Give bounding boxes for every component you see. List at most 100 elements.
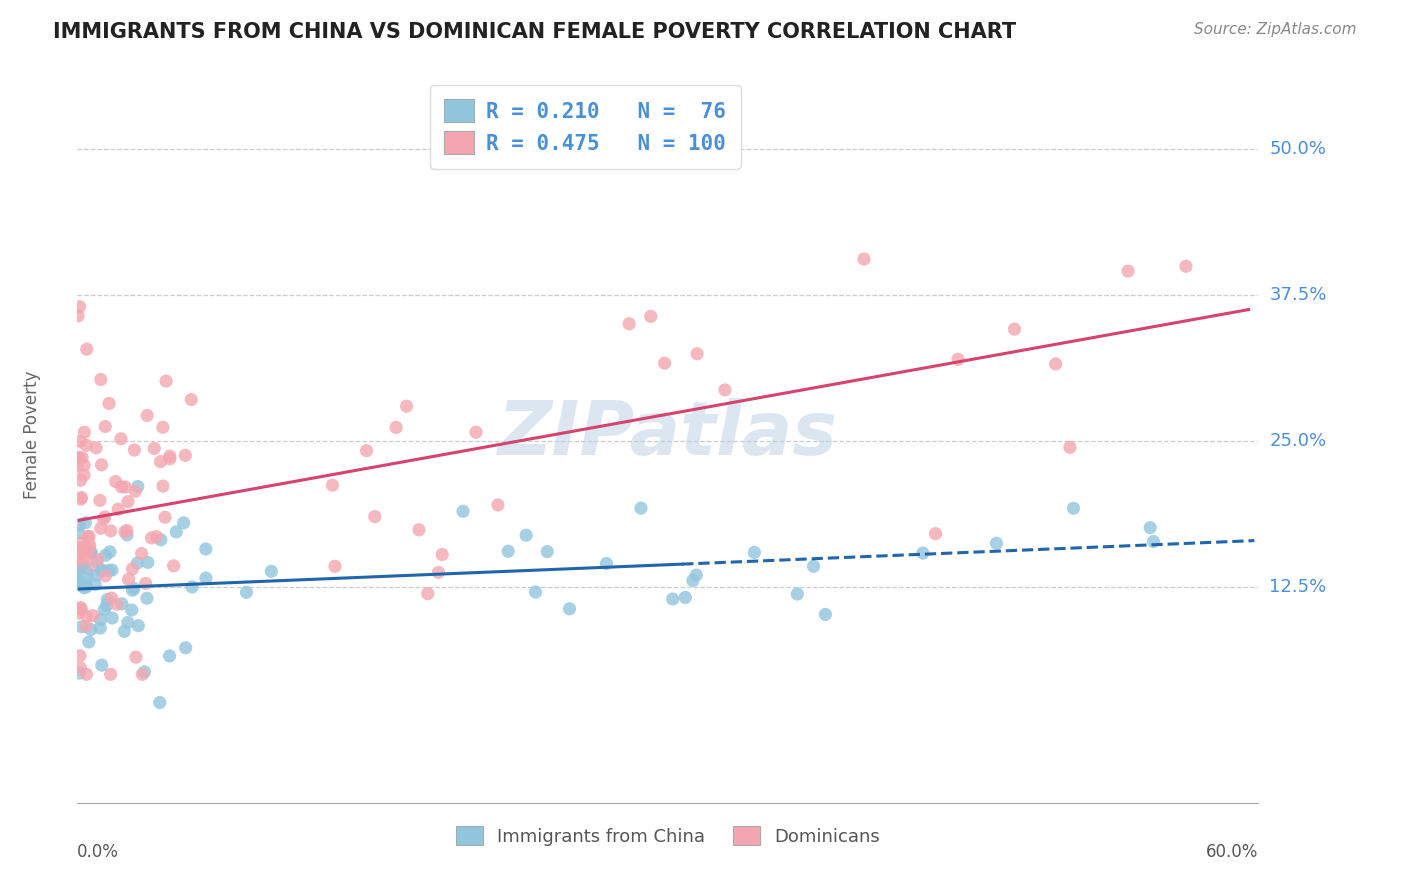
- Point: [127, 618, 149, 632]
- Point: [101, 563, 124, 577]
- Point: [70, 620, 93, 634]
- Point: [94, 569, 117, 583]
- Point: [408, 523, 430, 537]
- Point: [155, 374, 177, 388]
- Point: [72, 568, 94, 582]
- Point: [87, 552, 110, 566]
- Point: [125, 650, 148, 665]
- Text: Source: ZipAtlas.com: Source: ZipAtlas.com: [1194, 22, 1357, 37]
- Point: [127, 479, 149, 493]
- Point: [69, 300, 91, 314]
- Point: [69, 434, 91, 449]
- Point: [77, 635, 100, 649]
- Point: [853, 252, 876, 266]
- Legend: Immigrants from China, Dominicans: Immigrants from China, Dominicans: [441, 812, 894, 860]
- Point: [159, 449, 181, 463]
- Point: [617, 317, 640, 331]
- Point: [73, 468, 96, 483]
- Point: [640, 310, 662, 324]
- Point: [1116, 264, 1139, 278]
- Point: [911, 546, 934, 560]
- Point: [685, 568, 707, 582]
- Point: [70, 491, 93, 505]
- Point: [143, 442, 166, 456]
- Text: 37.5%: 37.5%: [1270, 285, 1327, 303]
- Point: [79, 540, 101, 554]
- Point: [121, 583, 143, 598]
- Point: [76, 580, 98, 594]
- Point: [75, 619, 97, 633]
- Point: [117, 572, 139, 586]
- Point: [427, 566, 450, 580]
- Point: [260, 564, 283, 578]
- Point: [654, 356, 676, 370]
- Point: [69, 451, 91, 466]
- Point: [159, 648, 181, 663]
- Point: [93, 512, 115, 526]
- Point: [117, 615, 139, 630]
- Point: [69, 648, 91, 663]
- Point: [82, 608, 104, 623]
- Point: [149, 533, 172, 547]
- Point: [66, 458, 89, 473]
- Point: [114, 480, 136, 494]
- Point: [686, 347, 709, 361]
- Point: [94, 548, 117, 562]
- Point: [79, 545, 101, 559]
- Point: [84, 441, 107, 455]
- Point: [173, 516, 195, 530]
- Point: [67, 606, 90, 620]
- Point: [714, 383, 737, 397]
- Point: [1139, 521, 1161, 535]
- Point: [70, 553, 93, 567]
- Point: [107, 502, 129, 516]
- Point: [100, 667, 122, 681]
- Point: [69, 561, 91, 575]
- Point: [1175, 259, 1198, 273]
- Point: [75, 438, 97, 452]
- Point: [76, 667, 98, 681]
- Point: [121, 603, 143, 617]
- Point: [803, 559, 825, 574]
- Point: [152, 420, 174, 434]
- Point: [66, 548, 89, 562]
- Point: [90, 564, 112, 578]
- Point: [194, 541, 217, 556]
- Point: [96, 598, 118, 612]
- Point: [121, 562, 143, 576]
- Text: Female Poverty: Female Poverty: [24, 371, 41, 499]
- Point: [924, 526, 946, 541]
- Point: [90, 563, 112, 577]
- Point: [72, 557, 94, 571]
- Point: [67, 309, 90, 323]
- Text: 25.0%: 25.0%: [1270, 432, 1327, 450]
- Point: [136, 556, 159, 570]
- Point: [630, 501, 652, 516]
- Point: [124, 443, 146, 458]
- Text: 12.5%: 12.5%: [1270, 578, 1327, 596]
- Point: [181, 580, 204, 594]
- Point: [595, 557, 617, 571]
- Point: [73, 425, 96, 440]
- Point: [70, 574, 93, 588]
- Point: [98, 545, 121, 559]
- Point: [465, 425, 488, 440]
- Point: [814, 607, 837, 622]
- Point: [122, 582, 145, 596]
- Point: [451, 504, 474, 518]
- Point: [90, 613, 112, 627]
- Point: [77, 529, 100, 543]
- Point: [162, 558, 184, 573]
- Point: [76, 342, 98, 356]
- Point: [115, 528, 138, 542]
- Point: [153, 510, 176, 524]
- Point: [115, 524, 138, 538]
- Point: [682, 574, 704, 588]
- Point: [946, 352, 969, 367]
- Point: [67, 541, 90, 555]
- Point: [114, 524, 136, 539]
- Point: [94, 419, 117, 434]
- Point: [159, 451, 181, 466]
- Point: [1063, 501, 1085, 516]
- Point: [395, 399, 418, 413]
